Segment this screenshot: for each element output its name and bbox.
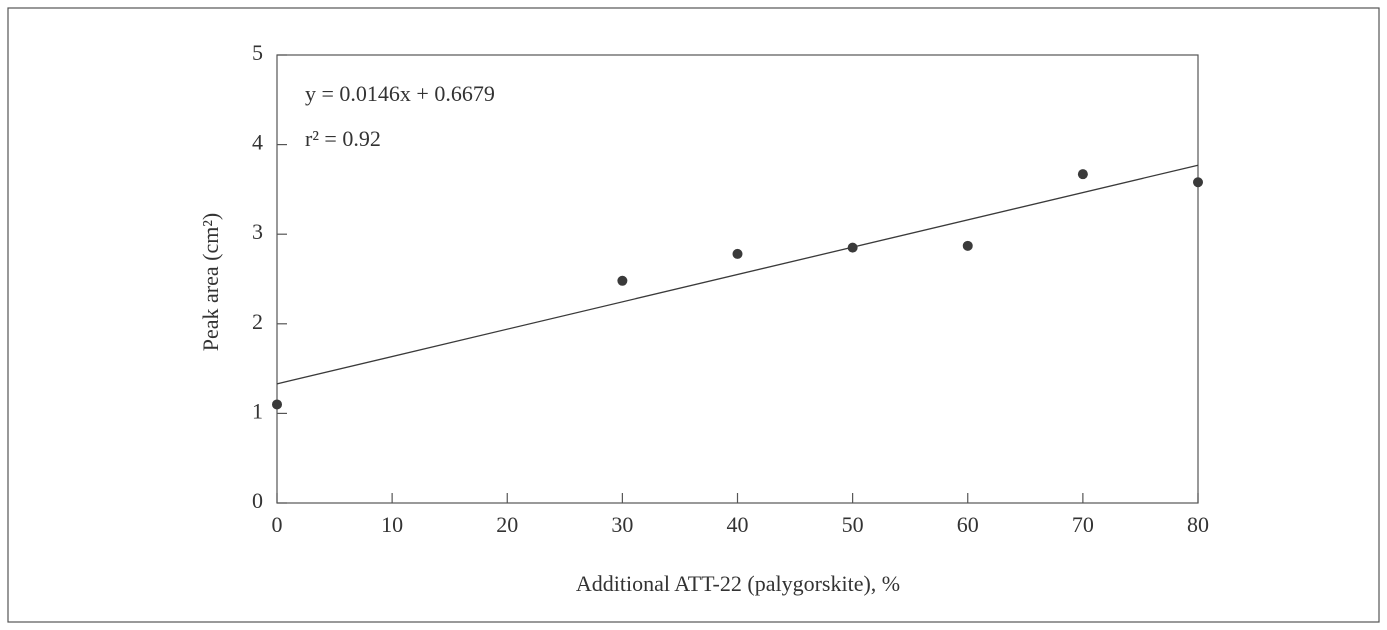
- data-point: [1077, 169, 1088, 180]
- y-axis-label: Peak area (cm²): [198, 213, 223, 352]
- y-tick-label: 5: [252, 40, 263, 65]
- page-frame: [7, 7, 1380, 623]
- data-point: [272, 399, 282, 410]
- annotation: r² = 0.92: [305, 126, 381, 151]
- trend-line: [276, 164, 1199, 385]
- data-point: [617, 275, 628, 286]
- plot-frame: [276, 54, 1199, 504]
- annotation: y = 0.0146x + 0.6679: [305, 81, 495, 106]
- x-tick-label: 50: [842, 512, 864, 537]
- data-point: [1193, 177, 1203, 188]
- data-point: [962, 240, 973, 251]
- y-tick-label: 3: [252, 219, 263, 244]
- x-tick-label: 40: [727, 512, 749, 537]
- x-tick-label: 30: [611, 512, 633, 537]
- y-tick-label: 2: [252, 309, 263, 334]
- data-point: [847, 242, 858, 253]
- x-tick-label: 70: [1072, 512, 1094, 537]
- x-tick-label: 60: [957, 512, 979, 537]
- data-point: [732, 248, 743, 259]
- y-tick-label: 4: [252, 130, 263, 155]
- y-tick-label: 1: [252, 398, 263, 423]
- x-axis-label: Additional ATT-22 (palygorskite), %: [576, 571, 900, 596]
- x-tick-label: 80: [1187, 512, 1209, 537]
- x-tick-label: 20: [496, 512, 518, 537]
- x-tick-label: 0: [272, 512, 283, 537]
- y-tick-label: 0: [252, 488, 263, 513]
- x-tick-label: 10: [381, 512, 403, 537]
